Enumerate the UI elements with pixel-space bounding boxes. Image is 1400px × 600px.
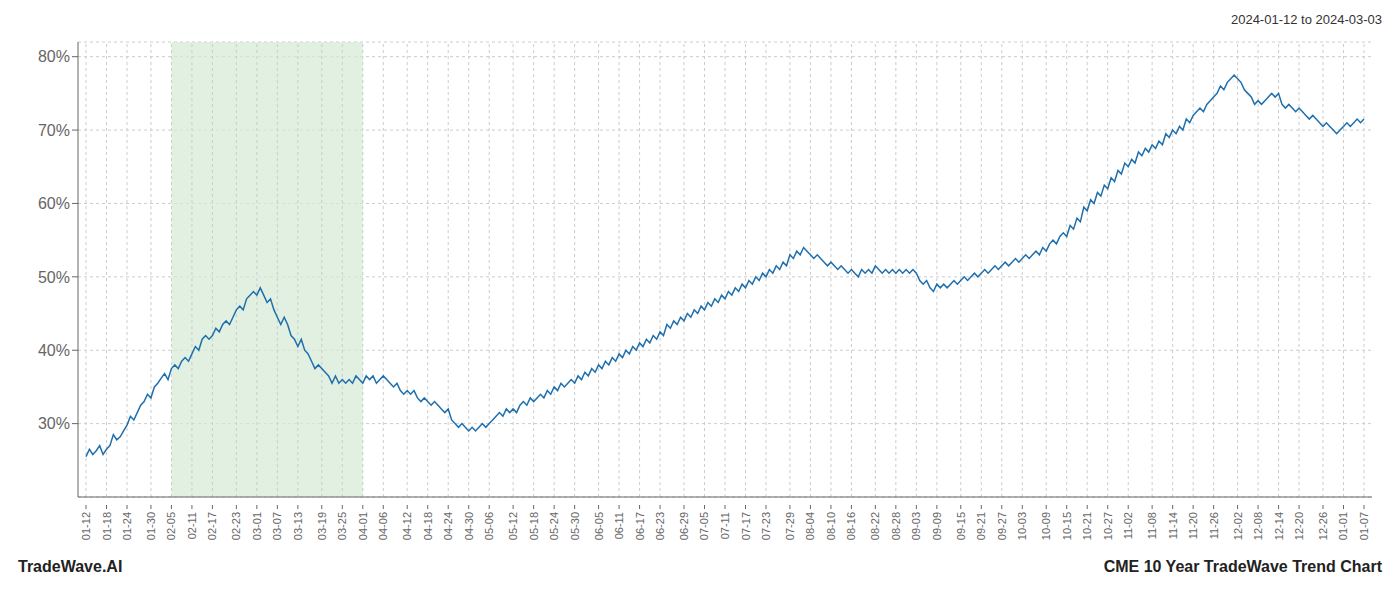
html-text:TradeWave.AI: TradeWave.AI [18,558,123,575]
svg-text:05-24: 05-24 [548,512,560,540]
svg-text:01-12: 01-12 [80,512,92,540]
svg-text:40%: 40% [38,342,70,359]
svg-text:09-03: 09-03 [910,512,922,540]
svg-text:01-18: 01-18 [101,512,113,540]
svg-text:08-22: 08-22 [869,512,881,540]
svg-text:12-02: 12-02 [1232,512,1244,540]
svg-text:06-23: 06-23 [654,512,666,540]
svg-text:01-30: 01-30 [145,512,157,540]
svg-text:04-12: 04-12 [401,512,413,540]
svg-text:07-17: 07-17 [740,512,752,540]
svg-text:08-28: 08-28 [890,512,902,540]
svg-text:04-18: 04-18 [422,512,434,540]
svg-text:04-06: 04-06 [377,512,389,540]
html-text:CME 10 Year TradeWave Trend Ch: CME 10 Year TradeWave Trend Chart [1103,558,1382,575]
svg-text:08-10: 08-10 [825,512,837,540]
svg-text:02-23: 02-23 [230,512,242,540]
svg-text:06-29: 06-29 [678,512,690,540]
svg-text:06-05: 06-05 [593,512,605,540]
svg-text:70%: 70% [38,122,70,139]
svg-text:03-25: 03-25 [336,512,348,540]
svg-text:05-30: 05-30 [569,512,581,540]
svg-text:12-26: 12-26 [1317,512,1329,540]
svg-text:01-01: 01-01 [1337,512,1349,540]
svg-text:12-20: 12-20 [1293,512,1305,540]
svg-text:03-07: 03-07 [271,512,283,540]
svg-text:04-01: 04-01 [357,512,369,540]
svg-text:02-05: 02-05 [165,512,177,540]
svg-text:05-18: 05-18 [528,512,540,540]
svg-text:03-19: 03-19 [316,512,328,540]
svg-text:80%: 80% [38,48,70,65]
svg-text:50%: 50% [38,269,70,286]
svg-text:04-24: 04-24 [442,512,454,540]
svg-text:60%: 60% [38,195,70,212]
svg-text:05-06: 05-06 [483,512,495,540]
svg-text:12-14: 12-14 [1273,512,1285,540]
svg-text:07-29: 07-29 [784,512,796,540]
svg-text:10-09: 10-09 [1040,512,1052,540]
svg-text:07-23: 07-23 [760,512,772,540]
svg-text:11-02: 11-02 [1122,512,1134,539]
svg-text:11-14: 11-14 [1167,512,1179,539]
svg-text:11-20: 11-20 [1187,512,1199,539]
svg-text:02-11: 02-11 [186,512,198,539]
svg-text:11-26: 11-26 [1208,512,1220,539]
svg-text:03-13: 03-13 [292,512,304,540]
svg-text:09-27: 09-27 [996,512,1008,540]
svg-text:10-21: 10-21 [1081,512,1093,540]
html-text:2024-01-12 to 2024-03-03: 2024-01-12 to 2024-03-03 [1230,12,1382,27]
svg-text:04-30: 04-30 [463,512,475,540]
svg-text:07-11: 07-11 [719,512,731,539]
svg-text:06-17: 06-17 [634,512,646,540]
svg-text:09-21: 09-21 [975,512,987,540]
svg-text:10-15: 10-15 [1061,512,1073,540]
svg-text:03-01: 03-01 [251,512,263,540]
svg-text:06-11: 06-11 [613,512,625,539]
svg-text:30%: 30% [38,415,70,432]
svg-text:10-27: 10-27 [1102,512,1114,540]
svg-text:08-04: 08-04 [804,512,816,540]
svg-text:10-03: 10-03 [1016,512,1028,540]
svg-text:05-12: 05-12 [507,512,519,540]
svg-text:01-07: 01-07 [1358,512,1370,540]
svg-text:07-05: 07-05 [698,512,710,540]
svg-text:08-16: 08-16 [845,512,857,540]
svg-text:09-09: 09-09 [931,512,943,540]
svg-text:01-24: 01-24 [121,512,133,540]
svg-text:02-17: 02-17 [206,512,218,540]
svg-text:12-08: 12-08 [1252,512,1264,540]
svg-text:09-15: 09-15 [955,512,967,540]
svg-text:11-08: 11-08 [1146,512,1158,539]
